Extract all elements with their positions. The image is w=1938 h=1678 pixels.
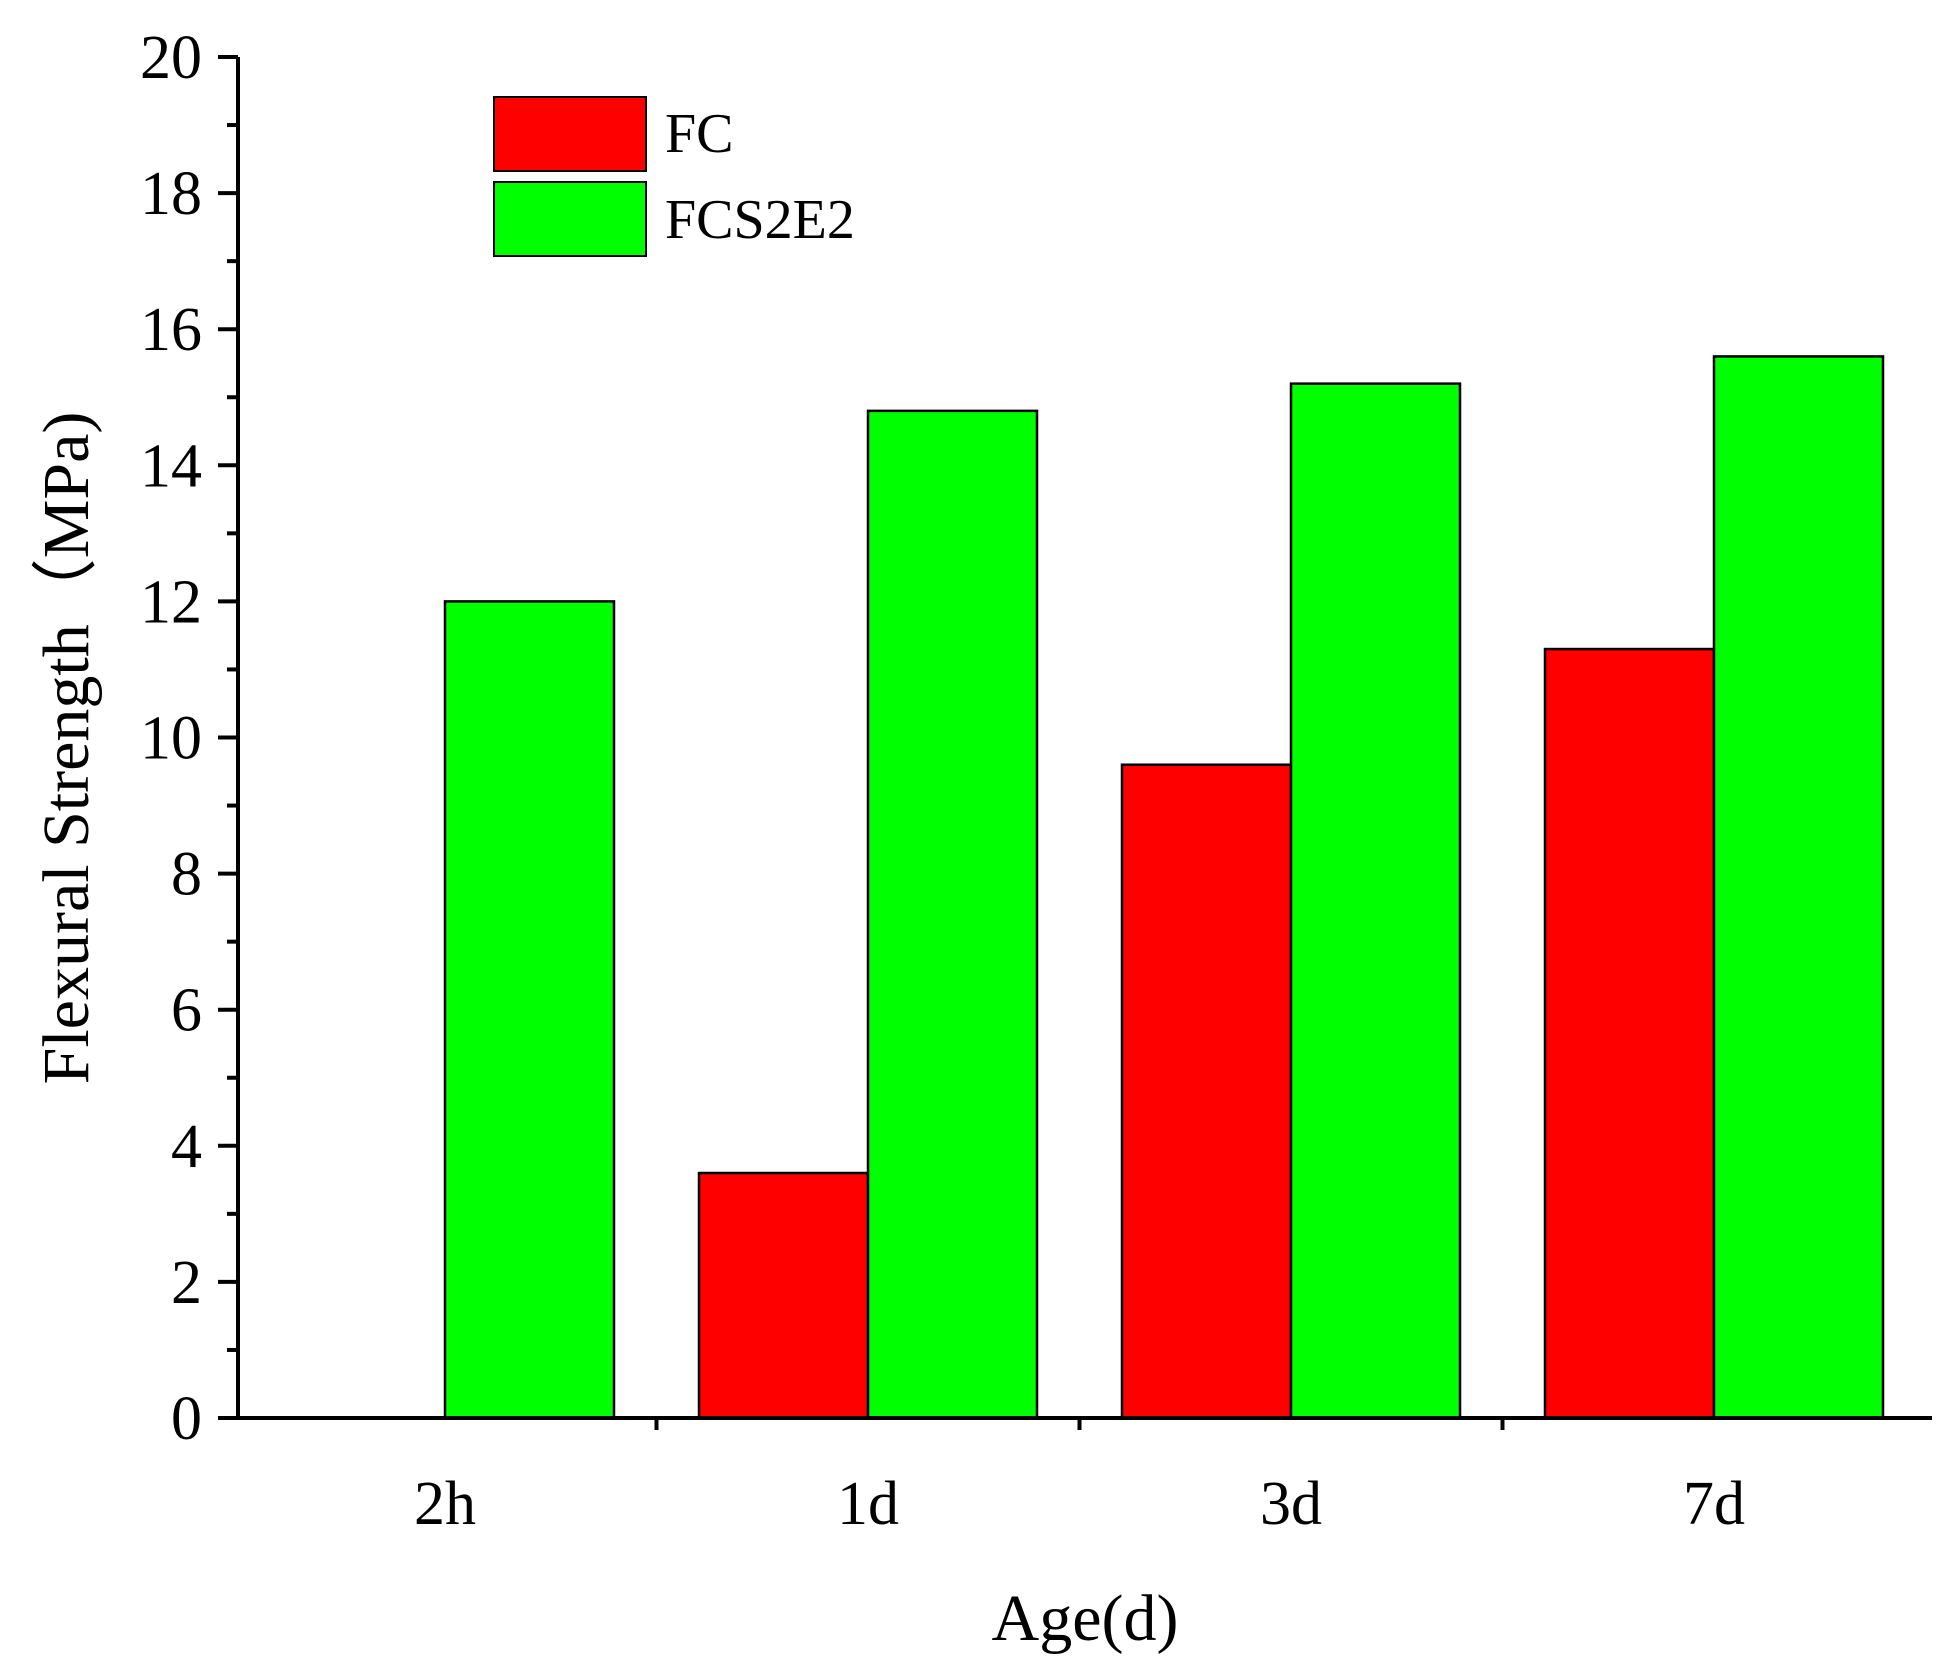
x-axis-title: Age(d) — [992, 1582, 1179, 1655]
bar-fcs2e2-1d — [866, 409, 1039, 1420]
legend: FC FCS2E2 — [493, 96, 855, 257]
y-tick-label: 8 — [171, 841, 202, 909]
y-tick-label: 0 — [171, 1385, 202, 1453]
bar-fc-3d — [1120, 763, 1293, 1420]
x-tick-label: 1d — [837, 1470, 899, 1538]
y-tick-label: 6 — [171, 977, 202, 1045]
bar-fc-1d — [697, 1171, 870, 1420]
legend-swatch-fc — [493, 96, 647, 172]
legend-swatch-fcs2e2 — [493, 181, 647, 257]
y-tick-label: 16 — [140, 296, 202, 364]
bar-fcs2e2-7d — [1712, 355, 1885, 1420]
y-tick-label: 18 — [140, 160, 202, 228]
y-tick-label: 20 — [140, 24, 202, 92]
legend-label-fc: FC — [665, 103, 734, 165]
x-tick-label: 2h — [414, 1470, 476, 1538]
y-tick-label: 10 — [140, 705, 202, 773]
y-axis-title: Flexural Strength（MPa) — [30, 412, 103, 1085]
y-tick-label: 14 — [140, 432, 202, 500]
y-tick-label: 2 — [171, 1249, 202, 1317]
bar-fcs2e2-3d — [1289, 382, 1462, 1420]
y-ticks: 0 2 4 6 8 10 12 14 16 18 20 — [140, 24, 238, 1453]
x-tick-label: 3d — [1260, 1470, 1322, 1538]
x-ticks: 2h 1d 3d 7d — [414, 1418, 1745, 1538]
bar-fc-7d — [1543, 647, 1716, 1420]
bar-fcs2e2-2h — [443, 600, 616, 1420]
bars-layer — [443, 355, 1885, 1420]
legend-label-fcs2e2: FCS2E2 — [665, 189, 855, 251]
y-tick-label: 12 — [140, 568, 202, 636]
x-tick-label: 7d — [1683, 1470, 1745, 1538]
y-tick-label: 4 — [171, 1113, 202, 1181]
